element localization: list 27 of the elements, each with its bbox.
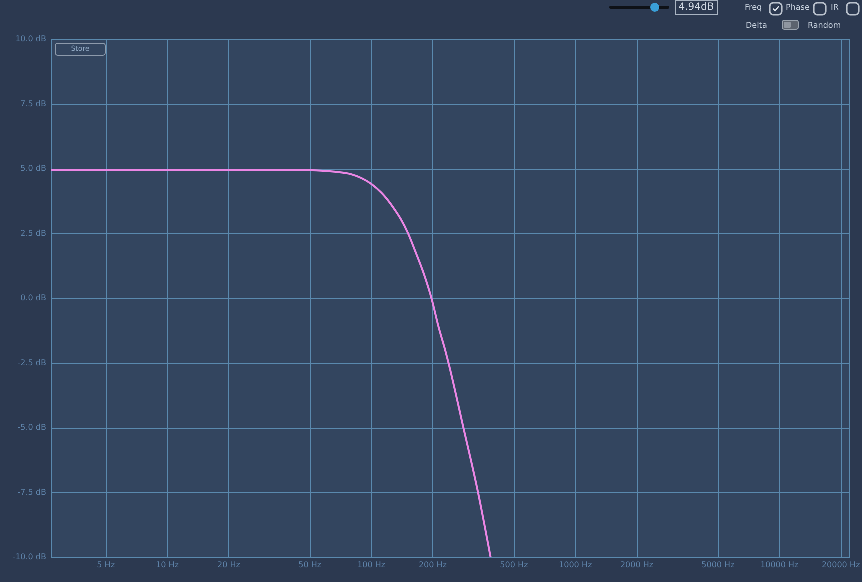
- text: 4.94dB: [675, 0, 718, 15]
- text: Random: [808, 20, 842, 31]
- y-tick-label: 0.0 dB: [20, 294, 46, 302]
- x-tick-label: 5 Hz: [97, 560, 116, 570]
- x-tick-label: 20000 Hz: [822, 560, 860, 570]
- y-tick-label: -2.5 dB: [18, 358, 46, 368]
- text: Freq: [745, 2, 762, 13]
- y-tick-label: 10.0 dB: [16, 34, 46, 44]
- x-tick-label: 10000 Hz: [760, 560, 799, 570]
- x-tick-label: 500 Hz: [500, 560, 528, 570]
- y-tick-label: -7.5 dB: [18, 488, 46, 497]
- y-tick-label: -10.0 dB: [12, 552, 46, 562]
- y-tick-label: 2.5 dB: [20, 228, 46, 238]
- x-tick-label: 5000 Hz: [702, 560, 735, 570]
- x-tick-label: 20 Hz: [217, 560, 240, 570]
- x-tick-label: 2000 Hz: [620, 560, 654, 570]
- x-tick-label: 1000 Hz: [559, 560, 592, 570]
- y-tick-label: 5.0 dB: [20, 164, 46, 173]
- text: IR: [831, 2, 839, 13]
- y-tick-label: 7.5 dB: [20, 99, 46, 108]
- text: Phase: [786, 2, 810, 13]
- x-tick-label: 50 Hz: [298, 560, 322, 570]
- x-tick-label: 200 Hz: [418, 560, 447, 570]
- x-tick-label: 100 Hz: [358, 560, 386, 570]
- y-tick-label: -5.0 dB: [18, 423, 46, 432]
- text: Delta: [746, 20, 768, 31]
- x-tick-label: 10 Hz: [156, 560, 179, 570]
